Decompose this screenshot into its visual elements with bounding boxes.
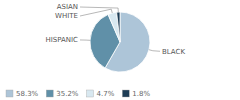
legend-item: 1.8% [122,90,150,98]
chart: BLACK HISPANIC WHITEASIAN 58.3% 35.2% 4.7% 1.8… [0,0,240,100]
legend-label: 1.8% [132,90,150,98]
leader-line [80,9,112,16]
labels: BLACK HISPANIC WHITEASIAN [45,3,185,55]
legend-label: 35.2% [56,90,79,98]
leader-line [80,7,118,12]
slice-label: HISPANIC [45,36,78,44]
pie [90,12,150,72]
pie-slice [108,12,120,42]
legend-label: 4.7% [97,90,115,98]
leader-line [149,50,160,52]
legend-swatch [6,90,13,97]
slice-label: WHITE [55,12,78,20]
leader-line [80,39,90,40]
slice-label: BLACK [162,48,185,56]
legend-swatch [122,90,129,97]
pie-slice [117,12,120,42]
legend-swatch [87,90,94,97]
legend-swatch [46,90,53,97]
legend-item: 58.3% [6,90,39,98]
legend-item: 4.7% [87,90,115,98]
slice-label: ASIAN [57,3,78,11]
legend-label: 58.3% [16,90,39,98]
legend: 58.3% 35.2% 4.7% 1.8% [6,90,150,98]
legend-item: 35.2% [46,90,79,98]
